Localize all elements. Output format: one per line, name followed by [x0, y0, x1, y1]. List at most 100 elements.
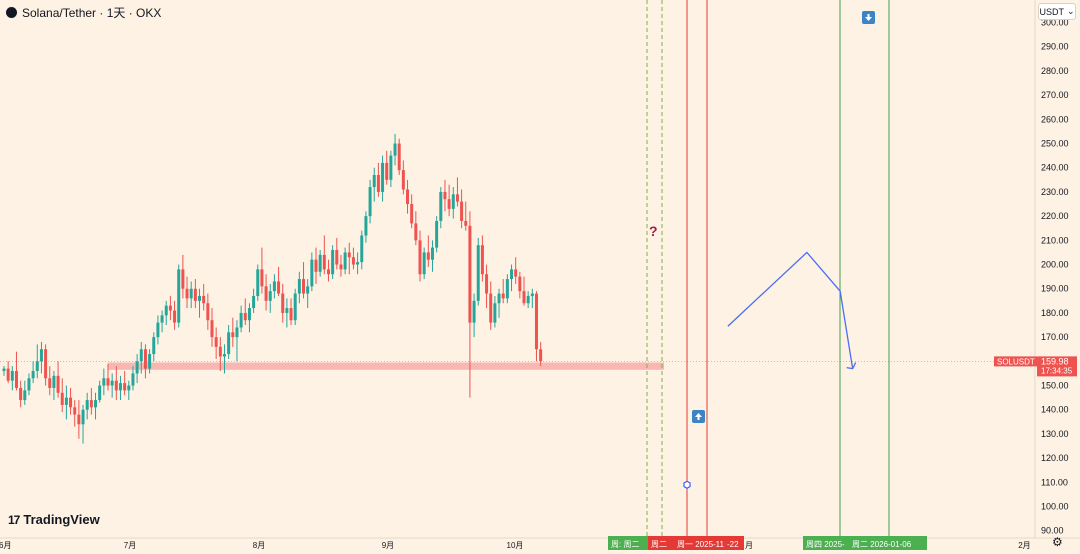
candle	[27, 373, 31, 396]
price-axis-tick: 210.00	[1041, 235, 1069, 245]
candle-body	[443, 191, 447, 200]
candle	[60, 378, 64, 413]
chevron-down-icon: ⌄	[1066, 6, 1075, 16]
candle	[514, 257, 518, 284]
candle-body	[530, 293, 534, 296]
arrow-up-flag-icon-stem	[697, 417, 700, 420]
candle	[339, 254, 343, 277]
candle-body	[277, 281, 281, 294]
candle-body	[468, 225, 472, 323]
candle-body	[35, 361, 39, 372]
candle	[85, 392, 89, 420]
candle	[48, 366, 52, 396]
time-label-green-left-bg	[803, 536, 849, 550]
candle	[118, 375, 122, 401]
candle-body	[489, 293, 493, 323]
candle-body	[60, 392, 64, 405]
candle	[376, 162, 380, 197]
candle-body	[185, 288, 189, 299]
candle	[493, 295, 497, 328]
time-axis-tick: 2月	[1018, 541, 1030, 550]
candle-body	[393, 143, 397, 156]
time-axis-tick: 9月	[382, 541, 394, 550]
candle-body	[318, 254, 322, 272]
candle-body	[326, 269, 330, 275]
candle	[476, 237, 480, 306]
currency-selector[interactable]: USDT ⌄	[1038, 3, 1076, 20]
candle-body	[360, 235, 364, 263]
candle-body	[485, 274, 489, 294]
candle	[106, 363, 110, 391]
candle	[252, 288, 256, 313]
arrow-down-flag-icon-stem	[867, 14, 870, 17]
candle-body	[356, 262, 360, 265]
candle-body	[505, 279, 509, 299]
candle-body	[131, 373, 135, 386]
price-axis-tick: 120.00	[1041, 453, 1069, 463]
time-label-green-right: 周二 2026-01-06	[852, 540, 912, 549]
candle-body	[430, 247, 434, 260]
candle-body	[501, 293, 505, 299]
candle-body	[81, 409, 85, 425]
candle-body	[410, 204, 414, 224]
candle-body	[335, 250, 339, 265]
candle-body	[385, 162, 389, 180]
time-axis-tick-cut: 月	[745, 541, 753, 550]
candle-body	[152, 337, 156, 355]
candle	[114, 366, 118, 401]
candle	[6, 361, 10, 384]
candle	[530, 288, 534, 309]
candle-body	[118, 383, 122, 391]
hexagon-marker[interactable]	[683, 480, 691, 489]
candle	[347, 242, 351, 275]
arrow-up-flag-icon[interactable]	[692, 410, 705, 423]
candle	[160, 310, 164, 333]
symbol-title[interactable]: Solana/Tether · 1天 · OKX	[6, 4, 161, 21]
candle	[480, 235, 484, 282]
candle	[372, 167, 376, 202]
candle	[202, 283, 206, 311]
candle-body	[389, 155, 393, 180]
tradingview-logo[interactable]: 17 TradingView	[8, 512, 100, 527]
candle-body	[77, 414, 81, 425]
candle	[443, 179, 447, 212]
candle-body	[268, 291, 272, 301]
candle-body	[364, 216, 368, 236]
candle-body	[64, 397, 68, 405]
time-label-red-left-bg	[648, 536, 674, 550]
candle-body	[23, 390, 27, 401]
candle	[231, 317, 235, 347]
candle-body	[52, 375, 56, 388]
candle	[468, 211, 472, 398]
candle-body	[160, 315, 164, 323]
candle-body	[202, 295, 206, 304]
arrow-down-flag-icon[interactable]	[862, 11, 875, 24]
candle	[518, 271, 522, 299]
tradingview-logo-text: TradingView	[23, 512, 100, 527]
price-axis-tick: 280.00	[1041, 66, 1069, 76]
candle	[185, 276, 189, 309]
zigzag-pattern[interactable]	[727, 251, 854, 369]
candle-body	[534, 293, 538, 350]
candle	[322, 235, 326, 275]
candle	[297, 271, 301, 304]
time-axis-tick: 8月	[253, 541, 265, 550]
support-zone[interactable]	[108, 362, 664, 370]
candle	[302, 262, 306, 299]
price-axis-tick: 250.00	[1041, 139, 1069, 149]
arrow-down-icon	[846, 362, 857, 370]
gear-icon[interactable]: ⚙	[1052, 535, 1063, 549]
candle-body	[376, 174, 380, 192]
candle	[64, 385, 68, 420]
candle	[310, 252, 314, 292]
price-axis-tick: 130.00	[1041, 429, 1069, 439]
candle-body	[235, 327, 239, 338]
candle	[14, 351, 18, 391]
candle-body	[526, 295, 530, 304]
question-mark-annotation[interactable]: ?	[649, 223, 658, 239]
price-axis-tick: 260.00	[1041, 114, 1069, 124]
candle-body	[493, 303, 497, 323]
candle-body	[168, 305, 172, 311]
candle	[56, 361, 60, 398]
